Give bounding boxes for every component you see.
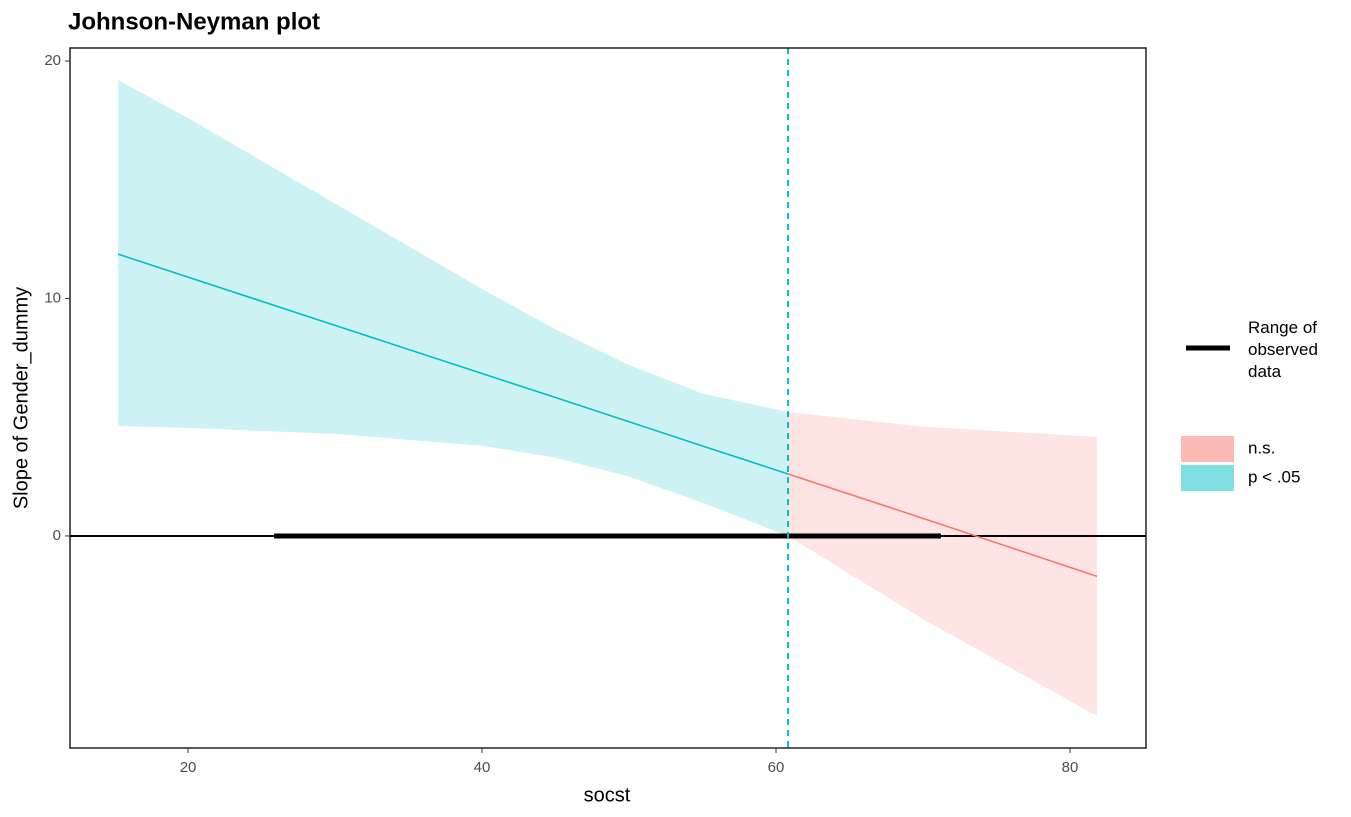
legend-key (1181, 436, 1234, 462)
x-tick-label: 20 (180, 759, 197, 776)
legend-label: n.s. (1248, 438, 1275, 457)
slope-line (117, 253, 789, 475)
x-axis-label: socst (584, 784, 631, 806)
x-tick-label: 80 (1062, 759, 1079, 776)
y-axis-label: Slope of Gender_dummy (10, 287, 32, 509)
plot-frame (69, 47, 1147, 749)
slope-line (787, 473, 1098, 578)
chart-title: Johnson-Neyman plot (68, 8, 320, 35)
legend-key (1181, 465, 1234, 491)
confidence-band (118, 80, 789, 536)
legend-label: p < .05 (1248, 467, 1300, 486)
y-tick-label: 10 (44, 289, 61, 306)
y-tick-label: 20 (44, 52, 61, 69)
y-tick-label: 0 (53, 527, 61, 544)
x-tick-label: 40 (474, 759, 491, 776)
x-tick-label: 60 (768, 759, 785, 776)
legend-range-label: Range of observed data (1248, 318, 1318, 381)
confidence-band (788, 412, 1098, 716)
plot-area: 20 40 60 80 0 10 20 (44, 47, 1147, 776)
